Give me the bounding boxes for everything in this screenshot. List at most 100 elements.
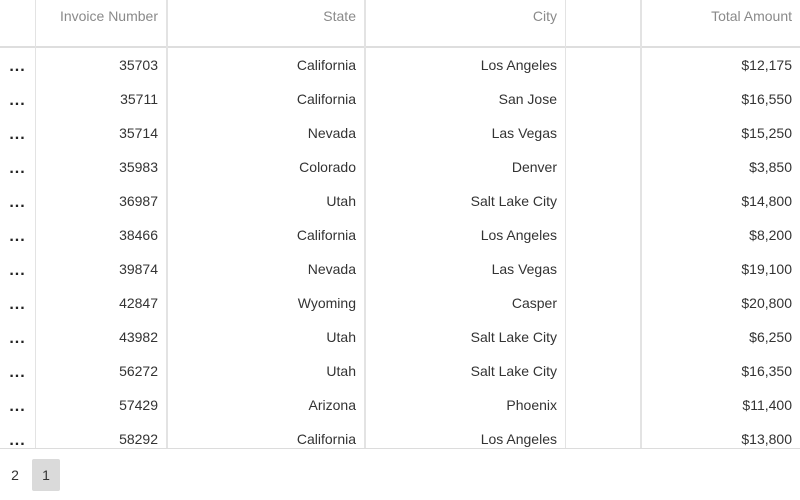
row-menu-button[interactable]: ... xyxy=(0,150,36,184)
column-header-invoice-number[interactable]: Invoice Number xyxy=(36,0,168,48)
cell-city: Las Vegas xyxy=(366,252,566,286)
more-options-icon: ... xyxy=(9,126,26,143)
cell-state: Wyoming xyxy=(168,286,366,320)
cell-state: Arizona xyxy=(168,388,366,422)
cell-blank xyxy=(566,320,642,354)
row-menu-button[interactable]: ... xyxy=(0,388,36,422)
row-menu-button[interactable]: ... xyxy=(0,252,36,286)
column-header-blank[interactable] xyxy=(566,0,642,48)
data-grid: Invoice Number State City Total Amount .… xyxy=(0,0,800,449)
cell-blank xyxy=(566,48,642,82)
column-header-city[interactable]: City xyxy=(366,0,566,48)
table-row[interactable]: ... 58292 California Los Angeles $13,800 xyxy=(0,422,800,449)
row-menu-button[interactable]: ... xyxy=(0,48,36,82)
cell-total-amount: $15,250 xyxy=(741,125,792,141)
cell-invoice-number: 35711 xyxy=(36,82,168,116)
cell-invoice-number: 38466 xyxy=(36,218,168,252)
cell-total-amount: $8,200 xyxy=(749,227,792,243)
cell-total-amount: $19,100 xyxy=(741,261,792,277)
row-menu-button[interactable]: ... xyxy=(0,422,36,449)
cell-invoice-number: 56272 xyxy=(36,354,168,388)
column-header-total-amount[interactable]: Total Amount xyxy=(711,8,792,24)
cell-total-amount: $13,800 xyxy=(741,431,792,447)
column-header-state[interactable]: State xyxy=(168,0,366,48)
table-row[interactable]: ... 42847 Wyoming Casper $20,800 xyxy=(0,286,800,320)
cell-total-amount: $16,550 xyxy=(741,91,792,107)
table-row[interactable]: ... 35711 California San Jose $16,550 xyxy=(0,82,800,116)
cell-city: Casper xyxy=(366,286,566,320)
more-options-icon: ... xyxy=(9,262,26,279)
cell-state: Utah xyxy=(168,320,366,354)
more-options-icon: ... xyxy=(9,296,26,313)
cell-city: Salt Lake City xyxy=(366,354,566,388)
cell-invoice-number: 35714 xyxy=(36,116,168,150)
cell-blank xyxy=(566,388,642,422)
cell-state: Nevada xyxy=(168,116,366,150)
table-row[interactable]: ... 35983 Colorado Denver $3,850 xyxy=(0,150,800,184)
cell-city: Las Vegas xyxy=(366,116,566,150)
cell-blank xyxy=(566,354,642,388)
row-menu-button[interactable]: ... xyxy=(0,354,36,388)
table-row[interactable]: ... 39874 Nevada Las Vegas $19,100 xyxy=(0,252,800,286)
row-menu-button[interactable]: ... xyxy=(0,286,36,320)
more-options-icon: ... xyxy=(9,228,26,245)
table-row[interactable]: ... 35714 Nevada Las Vegas $15,250 xyxy=(0,116,800,150)
cell-city: Los Angeles xyxy=(366,48,566,82)
row-menu-button[interactable]: ... xyxy=(0,218,36,252)
cell-invoice-number: 57429 xyxy=(36,388,168,422)
column-header-menu xyxy=(0,0,36,48)
grid-header: Invoice Number State City Total Amount xyxy=(0,0,800,48)
more-options-icon: ... xyxy=(9,92,26,109)
cell-state: Colorado xyxy=(168,150,366,184)
more-options-icon: ... xyxy=(9,432,26,449)
cell-invoice-number: 35703 xyxy=(36,48,168,82)
cell-total-amount: $12,175 xyxy=(741,57,792,73)
cell-blank xyxy=(566,286,642,320)
cell-state: California xyxy=(168,48,366,82)
page-button-1[interactable]: 1 xyxy=(32,458,60,491)
page-button-2[interactable]: 2 xyxy=(11,466,19,483)
table-row[interactable]: ... 35703 California Los Angeles $12,175 xyxy=(0,48,800,82)
cell-state: California xyxy=(168,218,366,252)
cell-blank xyxy=(566,116,642,150)
cell-blank xyxy=(566,82,642,116)
cell-invoice-number: 39874 xyxy=(36,252,168,286)
cell-city: Denver xyxy=(366,150,566,184)
cell-total-amount: $20,800 xyxy=(741,295,792,311)
row-menu-button[interactable]: ... xyxy=(0,82,36,116)
cell-total-amount: $14,800 xyxy=(741,193,792,209)
table-row[interactable]: ... 43982 Utah Salt Lake City $6,250 xyxy=(0,320,800,354)
row-menu-button[interactable]: ... xyxy=(0,184,36,218)
table-row[interactable]: ... 56272 Utah Salt Lake City $16,350 xyxy=(0,354,800,388)
cell-total-amount: $6,250 xyxy=(749,329,792,345)
row-menu-button[interactable]: ... xyxy=(0,116,36,150)
table-row[interactable]: ... 57429 Arizona Phoenix $11,400 xyxy=(0,388,800,422)
cell-state: Utah xyxy=(168,354,366,388)
cell-state: Utah xyxy=(168,184,366,218)
cell-invoice-number: 43982 xyxy=(36,320,168,354)
table-row[interactable]: ... 38466 California Los Angeles $8,200 xyxy=(0,218,800,252)
cell-city: Salt Lake City xyxy=(366,184,566,218)
more-options-icon: ... xyxy=(9,160,26,177)
cell-blank xyxy=(566,218,642,252)
cell-total-amount: $16,350 xyxy=(741,363,792,379)
cell-total-amount: $3,850 xyxy=(749,159,792,175)
cell-city: Los Angeles xyxy=(366,422,566,449)
cell-blank xyxy=(566,422,642,449)
cell-city: Phoenix xyxy=(366,388,566,422)
more-options-icon: ... xyxy=(9,364,26,381)
cell-state: Nevada xyxy=(168,252,366,286)
cell-invoice-number: 58292 xyxy=(36,422,168,449)
table-row[interactable]: ... 36987 Utah Salt Lake City $14,800 xyxy=(0,184,800,218)
cell-state: California xyxy=(168,82,366,116)
more-options-icon: ... xyxy=(9,58,26,75)
row-menu-button[interactable]: ... xyxy=(0,320,36,354)
more-options-icon: ... xyxy=(9,194,26,211)
more-options-icon: ... xyxy=(9,398,26,415)
cell-blank xyxy=(566,184,642,218)
grid-body: ... 35703 California Los Angeles $12,175... 3… xyxy=(0,48,800,449)
cell-city: Salt Lake City xyxy=(366,320,566,354)
cell-state: California xyxy=(168,422,366,449)
cell-city: Los Angeles xyxy=(366,218,566,252)
